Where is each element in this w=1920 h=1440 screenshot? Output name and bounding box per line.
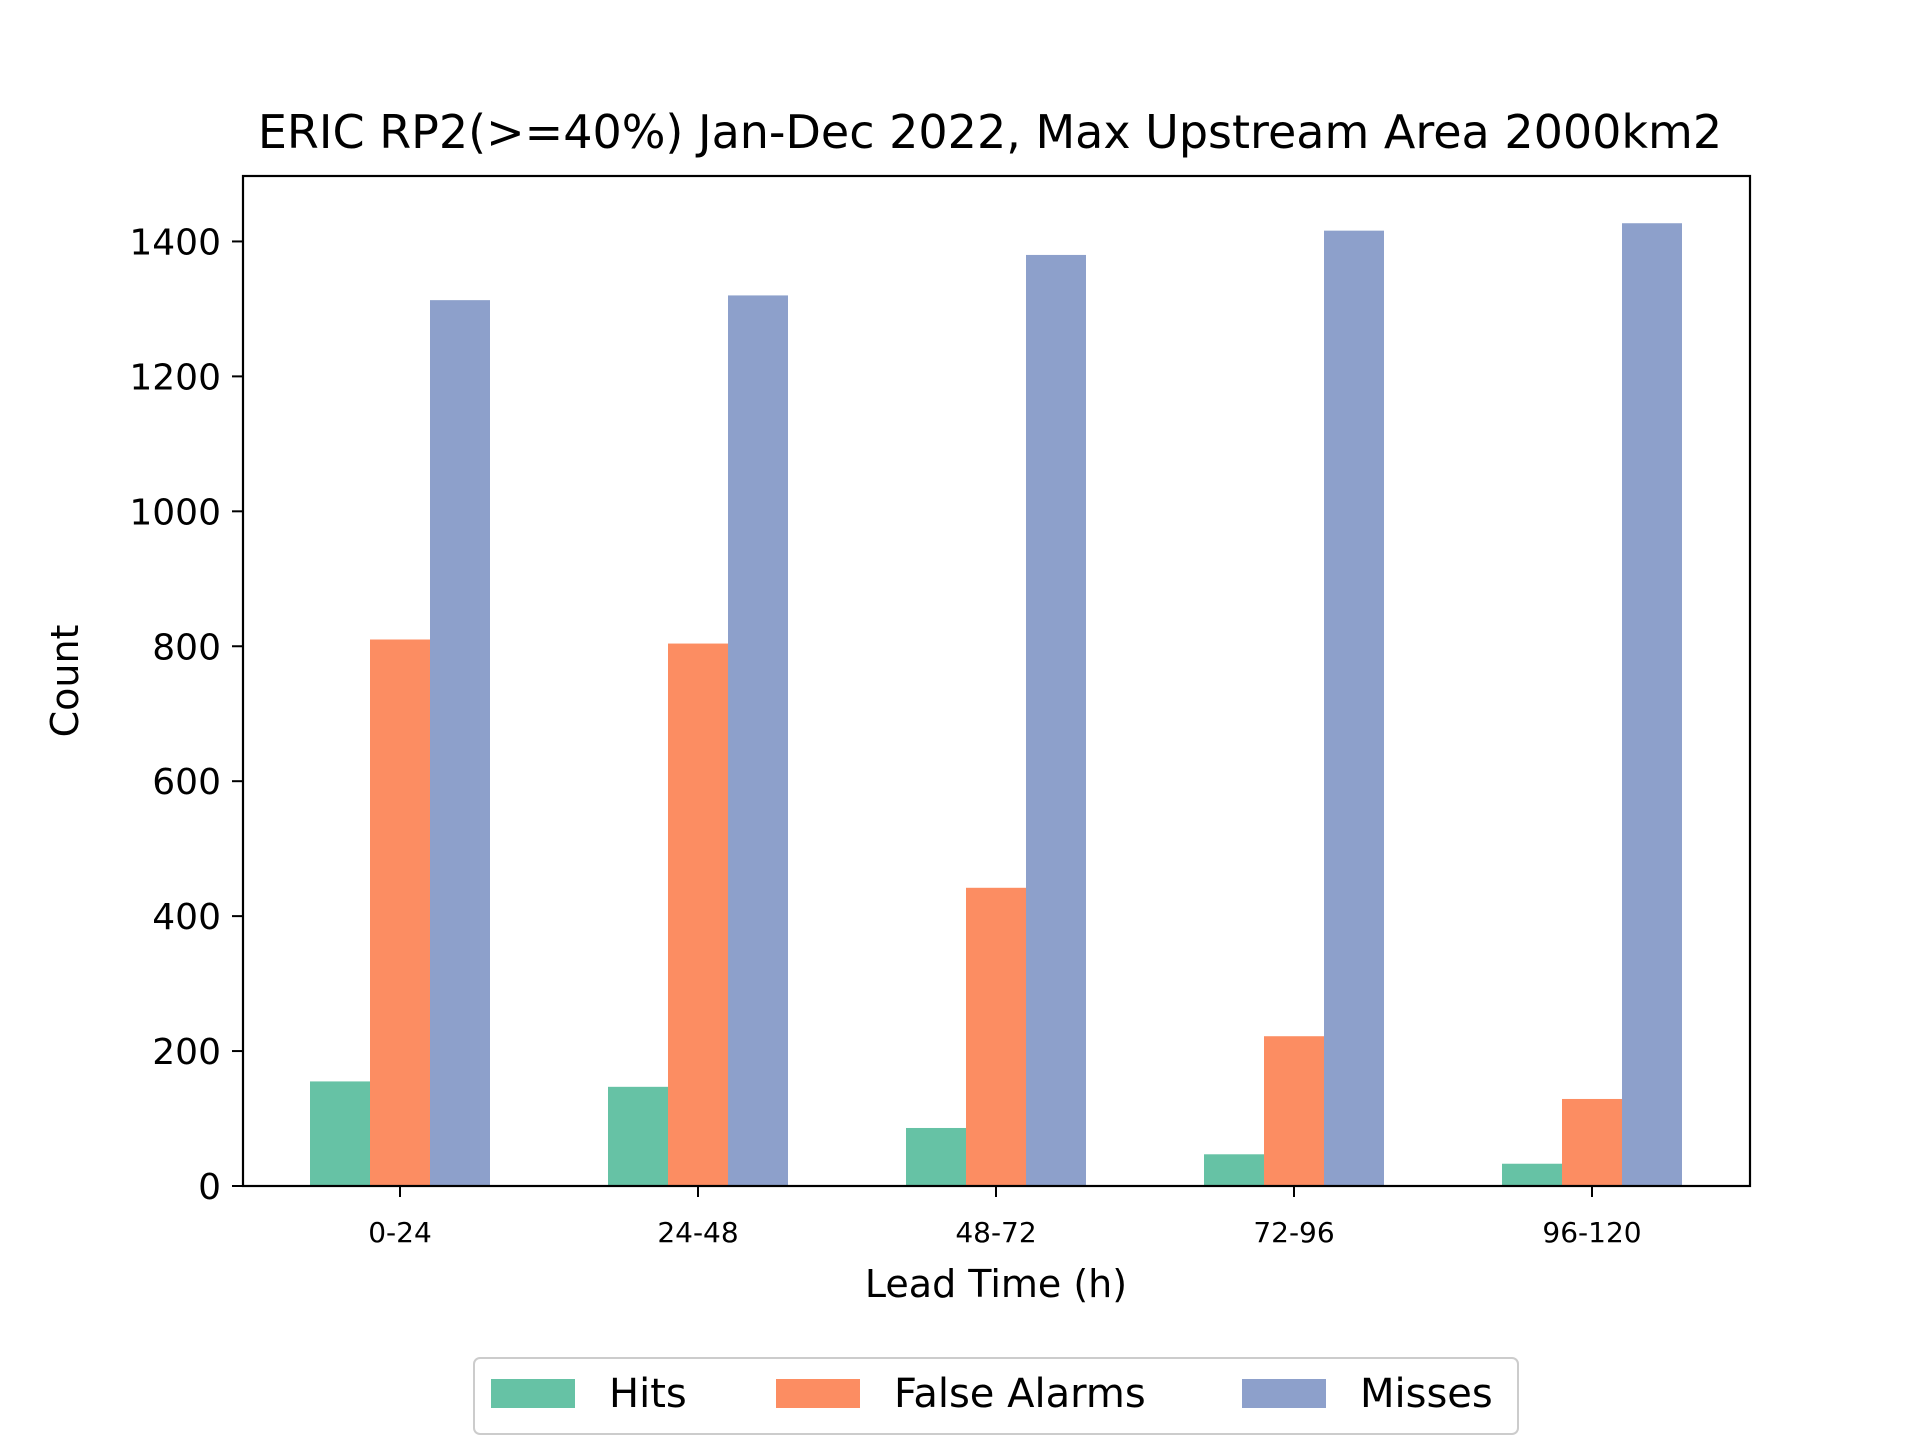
legend-swatch-false-alarms [776,1379,860,1408]
bar-misses-48-72 [1026,254,1086,1187]
y-axis-label: Count [43,625,87,738]
legend-items: Hits False Alarms Misses [491,1371,1493,1417]
legend-label-hits: Hits [609,1371,687,1417]
bars-layer [310,223,1682,1187]
bar-misses-96-120 [1622,223,1682,1186]
legend-frame [473,1357,1519,1435]
x-tick-label-96-120: 96-120 [1542,1216,1641,1249]
y-tick-label-1000: 1000 [129,492,221,533]
x-tick-label-24-48: 24-48 [657,1216,738,1249]
x-axis: 0-24 24-48 48-72 72-96 96-120 [368,1186,1642,1249]
y-tick-label-600: 600 [152,762,221,803]
bar-false-alarms-72-96 [1264,1036,1324,1186]
legend-label-misses: Misses [1360,1371,1493,1417]
x-tick-label-72-96: 72-96 [1253,1216,1334,1249]
bar-misses-24-48 [728,295,788,1186]
bar-hits-96-120 [1502,1163,1562,1186]
bar-hits-48-72 [906,1127,966,1186]
y-tick-label-0: 0 [198,1167,221,1208]
bar-hits-72-96 [1204,1154,1264,1186]
bar-false-alarms-0-24 [370,639,430,1186]
x-tick-label-48-72: 48-72 [955,1216,1036,1249]
x-tick-label-0-24: 0-24 [368,1216,432,1249]
legend-swatch-misses [1242,1379,1326,1408]
bar-false-alarms-48-72 [966,887,1026,1186]
x-axis-label: Lead Time (h) [865,1262,1127,1306]
bar-misses-0-24 [430,300,490,1186]
legend-swatch-hits [491,1379,575,1408]
legend-label-false-alarms: False Alarms [894,1371,1146,1417]
bar-misses-72-96 [1324,230,1384,1186]
y-tick-label-1200: 1200 [129,357,221,398]
bar-hits-24-48 [608,1086,668,1186]
legend: Hits False Alarms Misses [473,1357,1519,1435]
y-axis: 0 200 400 600 800 1000 1200 1400 [129,222,243,1208]
y-tick-label-1400: 1400 [129,222,221,263]
y-tick-label-800: 800 [152,627,221,668]
bar-false-alarms-96-120 [1562,1098,1622,1186]
bar-false-alarms-24-48 [668,643,728,1186]
bar-hits-0-24 [310,1081,370,1186]
chart-title: ERIC RP2(>=40%) Jan-Dec 2022, Max Upstre… [258,105,1722,159]
y-tick-label-400: 400 [152,897,221,938]
y-tick-label-200: 200 [152,1032,221,1073]
